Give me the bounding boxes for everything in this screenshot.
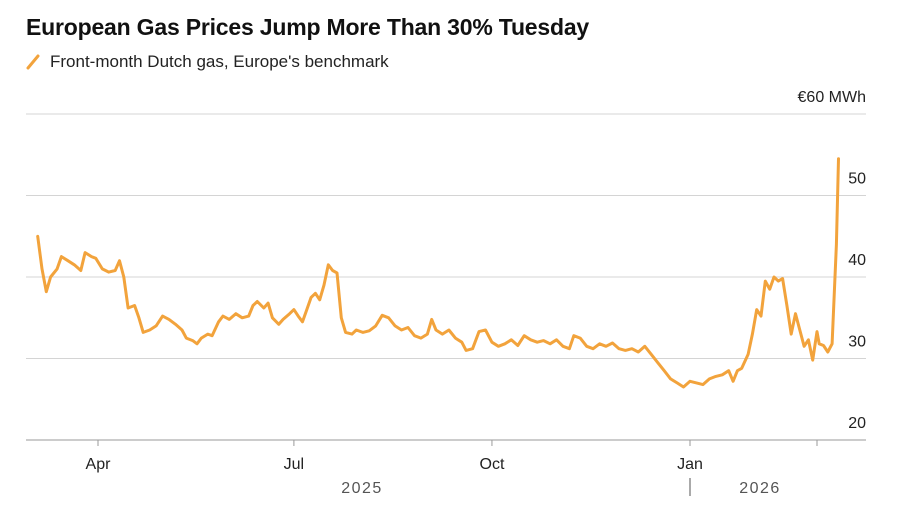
year-label-2025: 2025 [341,480,383,497]
legend: Front-month Dutch gas, Europe's benchmar… [26,52,389,72]
gridlines [26,113,866,441]
series-line [36,157,840,389]
y-tick-label: 40 [848,252,866,269]
year-label-2026: 2026 [739,480,781,497]
y-axis-ticks: €60 MWh 50 40 30 20 [798,89,867,432]
chart-title: European Gas Prices Jump More Than 30% T… [26,14,590,40]
x-tick-label: Jan [677,456,703,473]
x-axis: Apr Jul Oct Jan 2025 2026 [86,440,818,497]
y-tick-label: 30 [848,334,866,351]
x-tick-label: Jul [284,456,304,473]
x-tick-label: Oct [480,456,505,473]
legend-swatch [26,54,40,70]
y-tick-label: 20 [848,415,866,432]
legend-label: Front-month Dutch gas, Europe's benchmar… [50,52,389,71]
y-tick-label: 50 [848,171,866,188]
y-tick-label: €60 MWh [798,89,866,106]
series-layer [36,157,840,389]
x-tick-label: Apr [86,456,112,473]
